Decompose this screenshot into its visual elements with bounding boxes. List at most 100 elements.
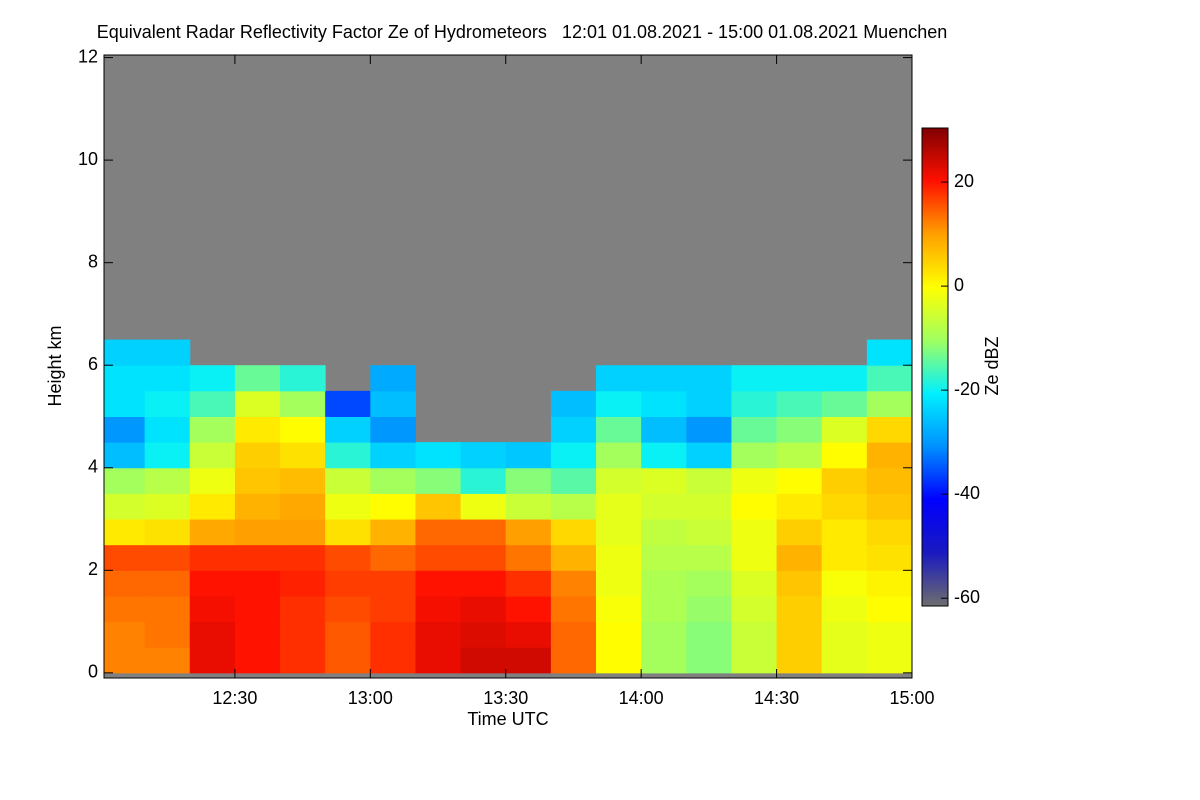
colorbar-strip [922, 266, 948, 269]
colorbar-strip [922, 598, 948, 601]
colorbar-strip [922, 170, 948, 173]
heatmap-cell [104, 519, 146, 546]
heatmap-cell [731, 442, 778, 469]
colorbar-strip [922, 588, 948, 591]
heatmap-cell [189, 519, 236, 546]
heatmap-cell [866, 365, 913, 392]
heatmap-cell [641, 365, 687, 392]
colorbar-strip [922, 374, 948, 377]
heatmap-cell [505, 442, 552, 469]
heatmap-cell [144, 493, 191, 520]
colorbar-strip [922, 500, 948, 503]
colorbar-strip [922, 600, 948, 603]
y-tick-label: 6 [88, 354, 98, 374]
colorbar-strip [922, 396, 948, 399]
colorbar-strip [922, 350, 948, 353]
heatmap-cell [370, 467, 416, 494]
heatmap-cell [550, 416, 597, 443]
heatmap-cell [776, 365, 823, 392]
heatmap-cell [415, 621, 462, 648]
colorbar-strip [922, 336, 948, 339]
heatmap-cell [505, 467, 552, 494]
heatmap-cell [415, 493, 462, 520]
heatmap-cell [280, 442, 326, 469]
heatmap-cell [866, 595, 913, 623]
colorbar-strip [922, 282, 948, 285]
colorbar-strip [922, 484, 948, 487]
colorbar-strip [922, 332, 948, 335]
heatmap-cell [460, 467, 507, 494]
heatmap-cell [104, 467, 146, 494]
heatmap-cell [550, 570, 597, 597]
heatmap-cell [325, 390, 371, 417]
heatmap-cell [686, 365, 732, 392]
heatmap-cell [234, 493, 281, 520]
colorbar-strip [922, 328, 948, 331]
colorbar-strip [922, 156, 948, 159]
heatmap-cell [596, 595, 642, 623]
colorbar-strip [922, 362, 948, 365]
colorbar-strip [922, 356, 948, 359]
colorbar-strip [922, 258, 948, 261]
heatmap-cell [505, 493, 552, 520]
colorbar-strip [922, 176, 948, 179]
colorbar-strip [922, 542, 948, 545]
heatmap-cell [144, 621, 191, 648]
colorbar-strip [922, 274, 948, 277]
heatmap-cell [641, 467, 687, 494]
colorbar-strip [922, 464, 948, 467]
heatmap-cell [325, 467, 371, 494]
heatmap-cell [325, 493, 371, 520]
heatmap-cell [460, 647, 507, 674]
colorbar-strip [922, 454, 948, 457]
heatmap-cell [104, 416, 146, 443]
colorbar-strip [922, 244, 948, 247]
y-tick-label: 4 [88, 457, 98, 477]
colorbar-strip [922, 290, 948, 293]
colorbar-strip [922, 142, 948, 145]
colorbar-strip [922, 210, 948, 213]
heatmap-cell [550, 519, 597, 546]
colorbar-tick-label: 20 [954, 171, 974, 191]
colorbar [922, 128, 948, 607]
heatmap-cell [505, 647, 552, 674]
colorbar-strip [922, 254, 948, 257]
heatmap-cell [104, 390, 146, 417]
heatmap-cell [866, 519, 913, 546]
colorbar-strip [922, 444, 948, 447]
heatmap-cell [189, 493, 236, 520]
heatmap-cell [280, 647, 326, 674]
heatmap-cell [731, 647, 778, 674]
colorbar-strip [922, 524, 948, 527]
heatmap-cell [596, 570, 642, 597]
heatmap-cell [686, 544, 732, 571]
colorbar-strip [922, 504, 948, 507]
heatmap-cell [325, 519, 371, 546]
colorbar-strip [922, 596, 948, 599]
heatmap-cell [641, 595, 687, 623]
heatmap-cell [189, 442, 236, 469]
heatmap-cell [460, 544, 507, 571]
colorbar-tick-label: -60 [954, 587, 980, 607]
colorbar-strip [922, 168, 948, 171]
heatmap-cell [866, 544, 913, 571]
colorbar-strip [922, 220, 948, 223]
heatmap-cell [189, 595, 236, 623]
y-tick-label: 12 [78, 46, 98, 66]
x-tick-label: 14:00 [619, 688, 664, 708]
heatmap-cell [505, 595, 552, 623]
heatmap-cell [325, 647, 371, 674]
heatmap-cell [104, 442, 146, 469]
colorbar-strip [922, 312, 948, 315]
colorbar-strip [922, 402, 948, 405]
colorbar-strip [922, 314, 948, 317]
heatmap-cell [596, 442, 642, 469]
heatmap-cell [596, 519, 642, 546]
colorbar-strip [922, 382, 948, 385]
colorbar-strip [922, 302, 948, 305]
colorbar-strip [922, 278, 948, 281]
heatmap-cell [415, 595, 462, 623]
colorbar-label: Ze dBZ [982, 336, 1002, 395]
colorbar-strip [922, 570, 948, 573]
heatmap-cell [280, 544, 326, 571]
